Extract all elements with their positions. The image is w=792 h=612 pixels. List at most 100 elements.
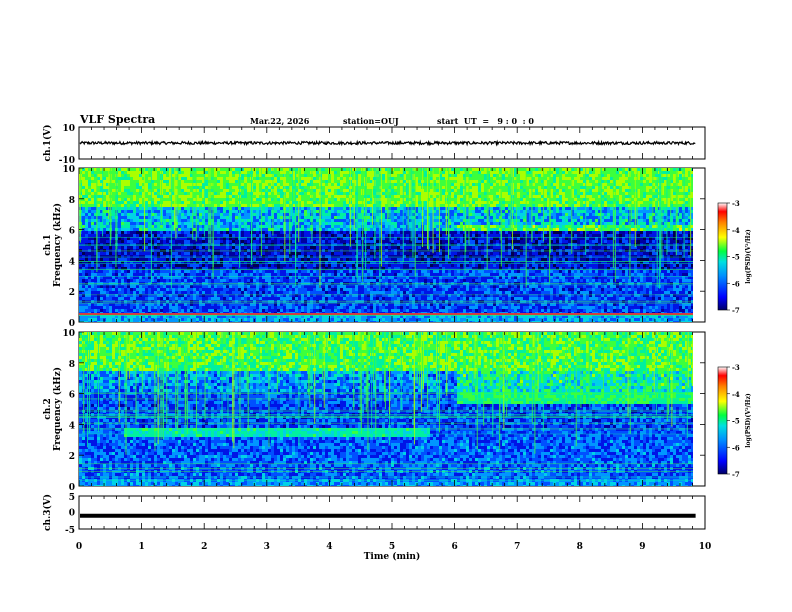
spec-cell xyxy=(115,288,118,291)
spec-cell xyxy=(259,198,262,201)
spec-cell xyxy=(301,192,304,195)
spec-cell xyxy=(223,306,226,309)
spec-cell xyxy=(232,213,235,216)
spec-cell xyxy=(103,273,106,276)
spec-cell xyxy=(262,261,265,264)
spec-cell xyxy=(85,240,88,243)
spec-cell xyxy=(178,252,181,255)
spec-cell xyxy=(136,315,139,318)
spec-cell xyxy=(208,279,211,282)
spec-cell xyxy=(298,252,301,255)
spec-cell xyxy=(163,198,166,201)
spec-cell xyxy=(244,264,247,267)
spec-cell xyxy=(112,219,115,222)
spec-cell xyxy=(145,213,148,216)
spec-cell xyxy=(199,195,202,198)
spec-cell xyxy=(358,309,361,312)
spec-cell xyxy=(103,225,106,228)
spec-cell xyxy=(268,231,271,234)
spec-cell xyxy=(148,279,151,282)
spec-cell xyxy=(232,270,235,273)
spec-cell xyxy=(274,234,277,237)
spec-cell xyxy=(343,285,346,288)
spec-cell xyxy=(262,201,265,204)
spec-cell xyxy=(256,261,259,264)
spec-cell xyxy=(217,192,220,195)
spec-cell xyxy=(217,225,220,228)
spec-cell xyxy=(175,285,178,288)
spec-cell xyxy=(352,294,355,297)
spec-cell xyxy=(139,273,142,276)
spec-cell xyxy=(121,288,124,291)
spec-cell xyxy=(205,288,208,291)
spec-cell xyxy=(130,276,133,279)
spec-cell xyxy=(235,255,238,258)
spec-cell xyxy=(88,297,91,300)
spec-cell xyxy=(109,255,112,258)
spec-cell xyxy=(148,270,151,273)
spec-cell xyxy=(139,270,142,273)
spec-cell xyxy=(292,216,295,219)
spec-cell xyxy=(364,273,367,276)
spec-cell xyxy=(274,213,277,216)
spec-cell xyxy=(235,288,238,291)
spec-cell xyxy=(121,210,124,213)
spec-cell xyxy=(259,291,262,294)
spec-cell xyxy=(103,267,106,270)
spec-cell xyxy=(328,258,331,261)
spec-cell xyxy=(139,252,142,255)
spec-cell xyxy=(100,207,103,210)
spec-cell xyxy=(112,279,115,282)
spec-cell xyxy=(277,291,280,294)
spec-cell xyxy=(334,180,337,183)
spec-cell xyxy=(355,309,358,312)
spec-cell xyxy=(232,228,235,231)
spec-cell xyxy=(91,273,94,276)
spec-cell xyxy=(139,213,142,216)
spec-cell xyxy=(97,297,100,300)
spec-cell xyxy=(355,285,358,288)
spec-cell xyxy=(151,258,154,261)
spec-cell xyxy=(187,294,190,297)
spec-cell xyxy=(343,222,346,225)
spec-cell xyxy=(217,180,220,183)
spec-cell xyxy=(124,231,127,234)
spec-cell xyxy=(289,297,292,300)
spec-cell xyxy=(274,297,277,300)
spec-cell xyxy=(193,222,196,225)
spec-cell xyxy=(145,231,148,234)
spec-cell xyxy=(136,291,139,294)
spec-cell xyxy=(358,231,361,234)
spec-cell xyxy=(244,189,247,192)
spec-cell xyxy=(121,258,124,261)
spec-cell xyxy=(262,207,265,210)
spec-cell xyxy=(220,297,223,300)
spec-cell xyxy=(259,174,262,177)
spec-cell xyxy=(289,309,292,312)
spec-cell xyxy=(121,219,124,222)
spec-cell xyxy=(295,273,298,276)
spec-cell xyxy=(322,261,325,264)
spec-cell xyxy=(88,201,91,204)
spec-cell xyxy=(232,216,235,219)
spec-cell xyxy=(184,237,187,240)
spec-cell xyxy=(340,180,343,183)
spec-cell xyxy=(334,201,337,204)
spec-cell xyxy=(175,270,178,273)
spec-cell xyxy=(229,246,232,249)
spec-cell xyxy=(145,168,148,171)
spec-cell xyxy=(193,252,196,255)
spec-cell xyxy=(121,237,124,240)
spec-cell xyxy=(205,270,208,273)
spec-cell xyxy=(325,285,328,288)
spec-cell xyxy=(304,303,307,306)
spec-cell xyxy=(289,189,292,192)
spec-cell xyxy=(130,255,133,258)
spec-cell xyxy=(280,306,283,309)
spec-cell xyxy=(211,246,214,249)
spec-cell xyxy=(268,234,271,237)
spec-cell xyxy=(169,201,172,204)
spec-cell xyxy=(247,225,250,228)
spec-cell xyxy=(163,234,166,237)
spec-cell xyxy=(259,297,262,300)
